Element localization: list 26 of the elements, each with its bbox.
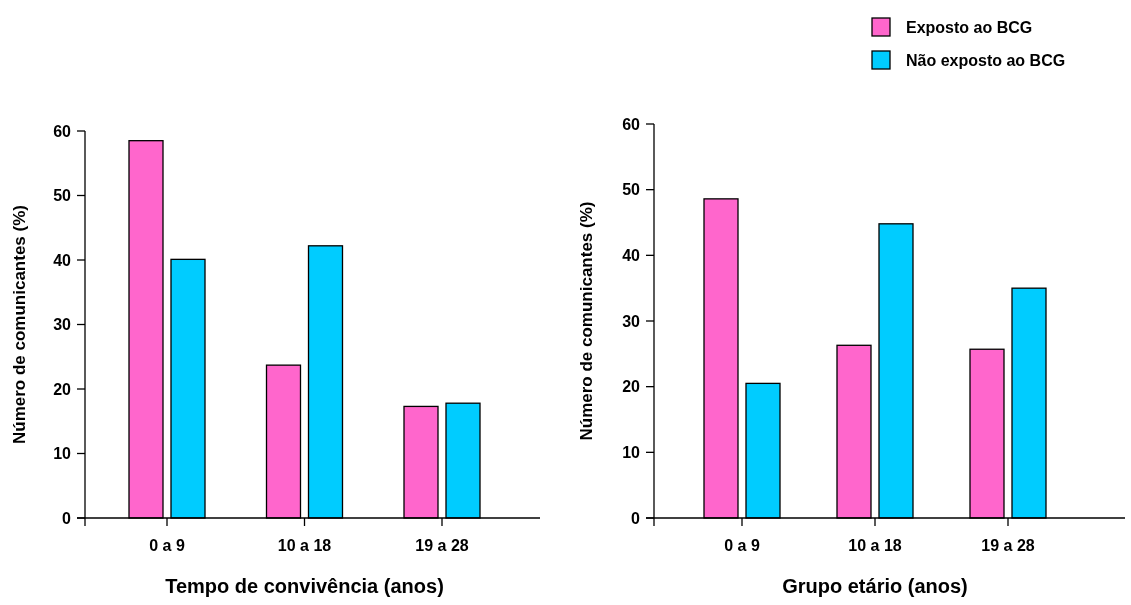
y-tick-label: 10 — [622, 443, 641, 461]
x-tick-label: 19 a 28 — [981, 537, 1035, 554]
y-tick-label: 10 — [53, 445, 72, 463]
y-tick-label: 30 — [53, 316, 72, 334]
legend-label: Exposto ao BCG — [906, 18, 1033, 36]
y-tick-label: 40 — [622, 246, 641, 264]
x-tick-label: 10 a 18 — [848, 537, 902, 554]
x-tick-label: 10 a 18 — [277, 537, 332, 554]
y-tick-label: 60 — [53, 122, 72, 140]
y-tick-label: 30 — [622, 312, 641, 330]
x-axis-title: Grupo etário (anos) — [782, 575, 968, 597]
legend-label: Não exposto ao BCG — [906, 51, 1066, 69]
y-tick-label: 0 — [631, 509, 641, 527]
x-tick-label: 19 a 28 — [415, 537, 469, 554]
y-tick-label: 20 — [622, 378, 641, 396]
y-tick-label: 20 — [53, 380, 72, 398]
x-tick-label: 0 a 9 — [724, 537, 760, 554]
x-tick-label: 0 a 9 — [149, 537, 185, 554]
y-tick-label: 60 — [622, 115, 641, 133]
y-tick-label: 50 — [53, 187, 72, 205]
y-tick-label: 50 — [622, 181, 641, 199]
y-tick-label: 0 — [62, 509, 72, 527]
y-tick-label: 40 — [53, 251, 72, 269]
y-axis-title: Número de comunicantes (%) — [10, 205, 29, 444]
x-axis-title: Tempo de convivência (anos) — [165, 575, 444, 597]
y-axis-title: Número de comunicantes (%) — [577, 201, 596, 441]
